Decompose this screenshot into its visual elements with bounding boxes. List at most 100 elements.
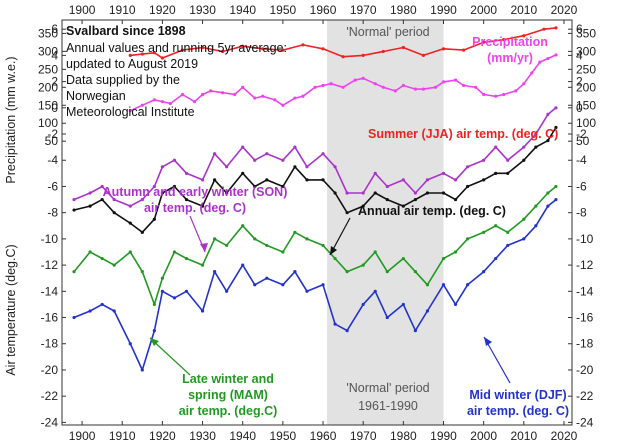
data-point-2 — [333, 165, 337, 169]
data-point-5 — [522, 237, 526, 241]
data-point-4 — [453, 250, 458, 254]
data-point-5 — [465, 283, 470, 287]
data-point-4 — [225, 243, 229, 248]
series-line-5 — [73, 198, 557, 371]
data-point-1 — [381, 49, 385, 54]
data-point-1 — [180, 48, 185, 52]
temp-tick-label-right: -12 — [576, 258, 594, 272]
data-point-0 — [353, 78, 357, 82]
mam-label-3: air temp. (deg.C) — [179, 404, 278, 418]
precip-tick-label: 50 — [45, 134, 59, 148]
data-point-2 — [345, 191, 349, 195]
precip-tick-label-right: 250 — [576, 62, 596, 76]
data-point-2 — [522, 145, 526, 149]
data-point-2 — [385, 184, 389, 189]
data-point-0 — [441, 80, 446, 84]
data-point-3 — [425, 191, 430, 195]
precip-label-2: (mm/yr) — [487, 51, 533, 65]
data-point-2 — [441, 171, 446, 175]
precip-tick-label: 100 — [38, 116, 58, 130]
x-tick-label: 1930 — [189, 429, 216, 443]
data-point-4 — [425, 283, 430, 287]
data-point-1 — [361, 53, 365, 57]
data-point-4 — [293, 230, 297, 234]
data-point-4 — [321, 243, 325, 248]
temp-tick-label: -8 — [47, 206, 58, 220]
data-point-3 — [88, 204, 92, 208]
temp-tick-label: 4 — [51, 48, 58, 62]
data-point-0 — [474, 85, 478, 89]
data-point-1 — [482, 40, 486, 44]
data-point-2 — [212, 152, 217, 156]
data-point-1 — [502, 38, 506, 42]
data-point-0 — [313, 85, 317, 89]
data-point-3 — [453, 197, 458, 202]
data-point-1 — [554, 26, 558, 30]
temp-tick-label-right: 6 — [576, 22, 583, 36]
data-point-2 — [413, 191, 417, 195]
data-point-4 — [385, 270, 389, 274]
djf-arrow — [483, 336, 511, 384]
data-point-3 — [401, 204, 405, 208]
data-point-3 — [345, 211, 349, 215]
x-tick-label: 2000 — [470, 429, 497, 443]
data-point-2 — [373, 171, 377, 175]
x-tick-label-top: 1910 — [109, 3, 136, 17]
data-point-1 — [152, 51, 156, 55]
data-point-5 — [265, 276, 269, 280]
x-tick-label: 1910 — [109, 429, 136, 443]
data-point-5 — [546, 204, 550, 208]
data-point-0 — [273, 98, 277, 102]
data-point-3 — [128, 221, 132, 225]
data-point-3 — [546, 138, 550, 143]
data-point-3 — [361, 204, 365, 208]
data-point-5 — [305, 289, 309, 293]
data-point-5 — [140, 368, 144, 372]
data-point-4 — [441, 256, 446, 261]
data-point-3 — [321, 178, 325, 182]
data-point-5 — [293, 270, 297, 274]
temp-tick-label: -4 — [47, 153, 58, 167]
mam-label-1: Late winter and — [182, 372, 274, 386]
data-point-2 — [140, 197, 144, 202]
info-line-2: updated to August 2019 — [66, 57, 198, 71]
data-point-3 — [152, 217, 156, 221]
data-point-4 — [413, 270, 417, 274]
data-point-0 — [502, 92, 506, 97]
data-point-0 — [482, 92, 486, 97]
data-point-0 — [152, 98, 156, 102]
x-tick-label-top: 2000 — [470, 3, 497, 17]
data-point-4 — [373, 250, 377, 254]
data-point-3 — [225, 191, 229, 195]
x-tick-label-top: 1990 — [430, 3, 457, 17]
temp-tick-label: -20 — [41, 363, 59, 377]
data-point-1 — [522, 34, 526, 38]
data-point-0 — [301, 94, 305, 98]
mam-arrow — [149, 337, 191, 376]
data-point-1 — [461, 48, 466, 52]
data-point-4 — [361, 263, 365, 267]
temp-tick-label-right: -24 — [576, 415, 594, 429]
data-point-2 — [265, 152, 269, 156]
temp-tick-label-right: 2 — [576, 75, 583, 89]
data-point-1 — [140, 52, 144, 56]
data-point-3 — [482, 178, 486, 182]
data-point-1 — [301, 43, 305, 47]
data-point-4 — [554, 184, 558, 189]
data-point-4 — [112, 263, 116, 267]
data-point-5 — [72, 315, 76, 320]
x-tick-label-top: 1960 — [310, 3, 337, 17]
data-point-5 — [534, 224, 538, 228]
data-point-0 — [514, 89, 518, 93]
data-point-3 — [506, 171, 510, 175]
period-years-label: 1961-1990 — [358, 399, 418, 413]
annual-arrow-head — [330, 246, 337, 255]
mam-label-2: spring (MAM) — [188, 388, 268, 402]
data-point-3 — [140, 230, 144, 234]
data-point-0 — [373, 82, 377, 86]
data-point-5 — [152, 329, 156, 333]
data-point-1 — [221, 49, 225, 54]
precip-tick-label-right: 100 — [576, 116, 596, 130]
mam-arrow-head — [150, 338, 159, 346]
